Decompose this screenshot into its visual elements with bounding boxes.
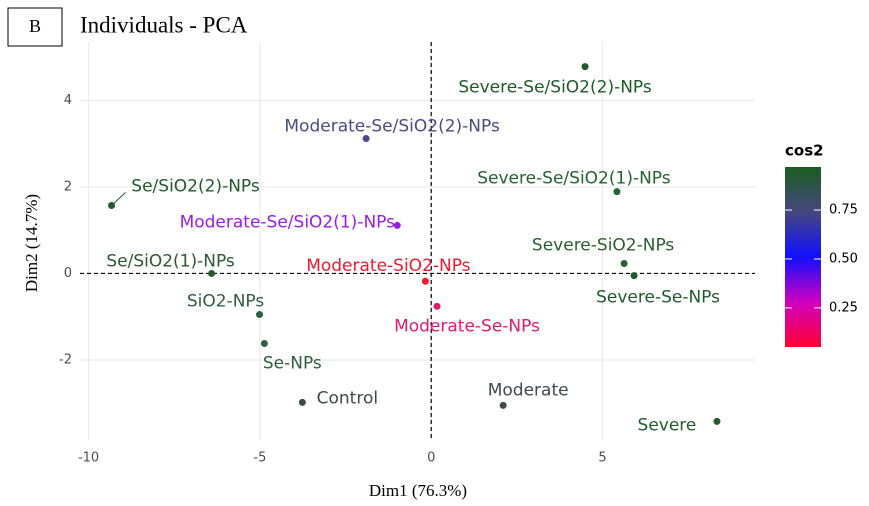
point: [362, 134, 370, 142]
chart-title: Individuals - PCA: [80, 12, 248, 37]
point: [393, 221, 401, 229]
colorbar-tick-label: 0.25: [829, 300, 858, 315]
point-label: SiO2-NPs: [187, 292, 265, 312]
point: [499, 401, 507, 409]
x-axis-title: Dim1 (76.3%): [369, 481, 467, 500]
point-label: Moderate-SiO2-NPs: [306, 256, 470, 276]
point: [298, 398, 306, 406]
x-tick-label: 0: [427, 451, 435, 466]
point: [613, 188, 621, 196]
point-label: Moderate: [488, 380, 569, 400]
colorbar: [785, 167, 821, 347]
point-label: Severe-Se/SiO2(1)-NPs: [477, 169, 671, 189]
x-tick-label: -5: [253, 451, 266, 466]
point: [581, 63, 589, 71]
x-tick-label: 5: [598, 451, 606, 466]
y-axis-title: Dim2 (14.7%): [22, 194, 41, 292]
point: [208, 269, 216, 277]
point-label: Control: [317, 388, 378, 408]
point: [620, 259, 628, 267]
point: [256, 311, 264, 319]
point-label: Severe: [638, 415, 697, 435]
y-tick-label: 2: [64, 179, 72, 194]
point-label: Severe-Se-NPs: [596, 288, 720, 308]
panel-box: [7, 7, 63, 47]
point-label: Severe-SiO2-NPs: [532, 235, 674, 255]
colorbar-tick-label: 0.75: [829, 203, 858, 218]
point: [108, 202, 116, 210]
colorbar-title: cos2: [785, 142, 824, 160]
point: [433, 302, 441, 310]
point-label: Moderate-Se/SiO2(1)-NPs: [180, 212, 396, 232]
y-tick-label: 4: [64, 93, 72, 108]
point-label: Severe-Se/SiO2(2)-NPs: [458, 78, 652, 98]
point-label: Moderate-Se/SiO2(2)-NPs: [284, 116, 500, 136]
point-label: Se-NPs: [263, 354, 322, 374]
point-label: Moderate-Se-NPs: [394, 316, 540, 336]
colorbar-tick-label: 0.50: [829, 251, 858, 266]
point-label: Se/SiO2(2)-NPs: [131, 177, 260, 197]
point-label: Se/SiO2(1)-NPs: [106, 251, 235, 271]
y-tick-label: 0: [64, 266, 72, 281]
y-tick-label: -2: [59, 352, 72, 367]
point: [630, 272, 638, 280]
point: [260, 340, 268, 348]
point: [421, 277, 429, 285]
x-tick-label: -10: [78, 451, 99, 466]
panel-label: B: [29, 16, 41, 36]
point: [713, 417, 721, 425]
